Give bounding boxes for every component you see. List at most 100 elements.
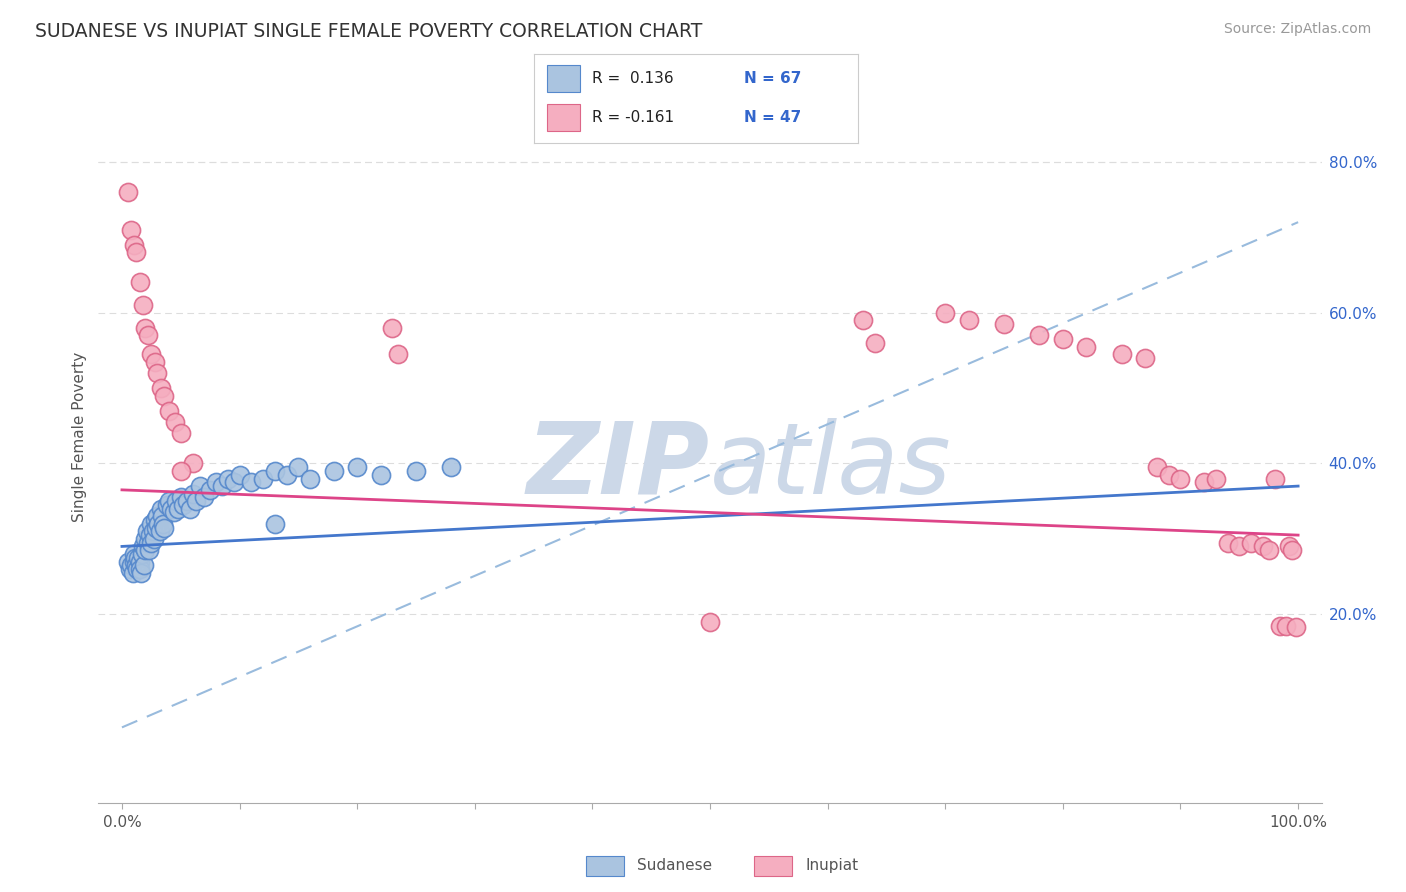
Point: [217, 471, 239, 485]
Point: [440, 460, 463, 475]
Text: Sudanese: Sudanese: [637, 858, 711, 872]
Point: [134, 558, 156, 573]
Point: [122, 554, 145, 568]
Text: SUDANESE VS INUPIAT SINGLE FEMALE POVERTY CORRELATION CHART: SUDANESE VS INUPIAT SINGLE FEMALE POVERT…: [35, 22, 703, 41]
Point: [146, 509, 169, 524]
Point: [228, 467, 250, 482]
Point: [148, 516, 170, 531]
Point: [181, 457, 204, 471]
Point: [167, 501, 190, 516]
Point: [153, 389, 176, 403]
Point: [170, 426, 193, 441]
Point: [346, 460, 368, 475]
Point: [165, 494, 187, 508]
Point: [1135, 351, 1157, 365]
Text: Inupiat: Inupiat: [806, 858, 859, 872]
Point: [142, 532, 165, 546]
Point: [152, 516, 174, 531]
Point: [156, 498, 179, 512]
Point: [141, 347, 163, 361]
Point: [146, 366, 169, 380]
Point: [125, 558, 148, 573]
Point: [150, 509, 173, 524]
Point: [141, 516, 163, 531]
Point: [138, 543, 160, 558]
Point: [211, 479, 233, 493]
Point: [1157, 467, 1180, 482]
Point: [120, 223, 142, 237]
Point: [181, 486, 204, 500]
Text: N = 67: N = 67: [745, 71, 801, 86]
Point: [184, 494, 207, 508]
Point: [128, 562, 150, 576]
Point: [863, 335, 886, 350]
Bar: [547, 104, 579, 131]
Point: [1192, 475, 1215, 490]
Point: [993, 317, 1015, 331]
Point: [121, 566, 143, 580]
Point: [381, 320, 404, 334]
Text: N = 47: N = 47: [745, 111, 801, 125]
Point: [1052, 332, 1074, 346]
Point: [276, 467, 298, 482]
Point: [127, 550, 149, 565]
Point: [205, 475, 228, 490]
Point: [1111, 347, 1133, 361]
Point: [139, 528, 162, 542]
Point: [1170, 471, 1192, 485]
Point: [240, 475, 263, 490]
Bar: [755, 856, 793, 876]
Point: [134, 543, 156, 558]
Point: [141, 524, 163, 539]
Point: [934, 306, 956, 320]
Point: [1270, 618, 1292, 632]
Point: [1205, 471, 1227, 485]
Point: [1146, 460, 1168, 475]
Point: [1216, 535, 1239, 549]
Point: [157, 494, 180, 508]
Point: [193, 491, 215, 505]
Point: [131, 547, 153, 561]
Point: [170, 491, 193, 505]
Point: [127, 562, 149, 576]
Point: [149, 501, 172, 516]
Point: [163, 415, 186, 429]
Point: [1251, 540, 1274, 554]
Point: [122, 237, 145, 252]
Point: [134, 320, 156, 334]
Point: [120, 558, 142, 573]
Point: [1240, 535, 1263, 549]
Point: [179, 501, 201, 516]
Point: [322, 464, 344, 478]
Point: [188, 479, 211, 493]
Point: [124, 550, 146, 565]
Point: [122, 547, 145, 561]
Point: [128, 276, 150, 290]
Bar: [586, 856, 624, 876]
Point: [252, 471, 274, 485]
Point: [132, 298, 155, 312]
Point: [1257, 543, 1279, 558]
Point: [170, 464, 193, 478]
Point: [157, 403, 180, 417]
Point: [1076, 340, 1098, 354]
Point: [160, 501, 183, 516]
Point: [1264, 471, 1286, 485]
Point: [141, 535, 163, 549]
Point: [136, 535, 159, 549]
Point: [117, 185, 139, 199]
Point: [145, 520, 167, 534]
Point: [117, 554, 139, 568]
Point: [1285, 620, 1308, 634]
Point: [134, 532, 156, 546]
Point: [299, 471, 322, 485]
Point: [136, 328, 159, 343]
Point: [128, 554, 150, 568]
Point: [1281, 543, 1303, 558]
Point: [143, 354, 166, 368]
Point: [1275, 618, 1298, 632]
Point: [149, 381, 172, 395]
Point: [153, 520, 176, 534]
Point: [263, 464, 285, 478]
Point: [143, 513, 166, 527]
